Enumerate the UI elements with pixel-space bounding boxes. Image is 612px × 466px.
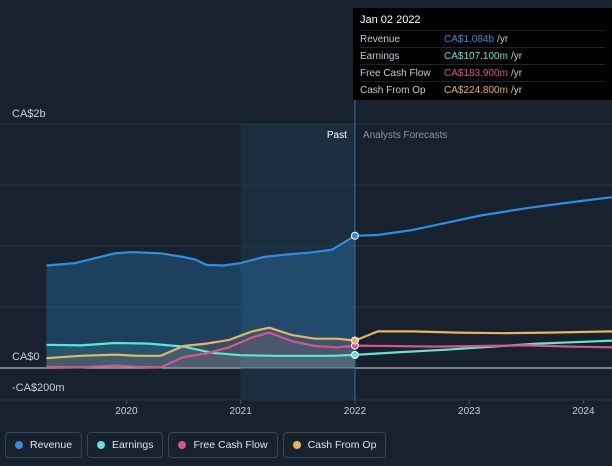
cash-from-op-marker [350,336,359,345]
tooltip-value: CA$183.900m [444,67,508,79]
past-highlight-band [240,124,355,400]
tooltip-unit: /yr [510,50,523,62]
legend-label: Revenue [30,439,73,451]
y-tick-label: -CA$200m [12,382,65,394]
y-tick-label: CA$2b [12,108,46,120]
x-tick-label: 2023 [458,406,481,417]
legend-item-revenue[interactable]: Revenue [5,432,83,458]
x-tick-label: 2021 [230,406,253,417]
legend-item-earnings[interactable]: Earnings [87,432,164,458]
cash-from-op-area [46,327,355,368]
tooltip-unit: /yr [510,84,523,96]
legend-label: Free Cash Flow [193,439,268,451]
y-axis-labels: CA$2b CA$0 -CA$200m [12,108,65,394]
x-tick-label: 2022 [344,406,367,417]
y-tick-label: CA$0 [12,351,40,363]
earnings-area [46,343,355,368]
tooltip-row-revenue: Revenue CA$1.084b /yr [360,30,605,47]
chart-legend: Revenue Earnings Free Cash Flow Cash Fro… [0,432,387,460]
tooltip-label: Free Cash Flow [360,67,431,79]
tooltip-row-cash-from-op: Cash From Op CA$224.800m /yr [360,81,605,98]
tooltip-date: Jan 02 2022 [360,14,421,26]
legend-label: Cash From Op [307,439,377,451]
chart-tooltip: Jan 02 2022 Revenue CA$1.084b /yr Earnin… [353,8,612,100]
legend-label: Earnings [112,439,154,451]
tooltip-label: Earnings [360,50,400,62]
series-lines [46,196,612,369]
earnings-marker [350,350,359,359]
zone-forecast-label: Analysts Forecasts [363,130,447,141]
tooltip-row-free-cash-flow: Free Cash Flow CA$183.900m /yr [360,64,605,81]
cash-from-op-line [46,326,612,360]
x-axis-ticks: 2020 2021 2022 2023 2024 [115,400,595,417]
revenue-marker [350,231,359,240]
zone-past-label: Past [327,130,347,141]
revenue-line [46,196,612,267]
tooltip-label: Revenue [360,33,401,45]
free-cash-flow-area [46,332,355,368]
revenue-dot-icon [15,441,23,449]
tooltip-unit: /yr [510,67,523,79]
cash-from-op-dot-icon [292,441,301,449]
earnings-dot-icon [97,441,106,449]
tooltip-value: CA$107.100m [444,50,508,62]
free-cash-flow-line [46,331,612,369]
legend-item-free-cash-flow[interactable]: Free Cash Flow [168,432,278,458]
tooltip-row-earnings: Earnings CA$107.100m /yr [360,47,605,64]
x-tick-label: 2024 [572,406,595,417]
highlight-markers [350,231,359,359]
tooltip-unit: /yr [497,33,509,45]
legend-item-cash-from-op[interactable]: Cash From Op [282,432,387,458]
tooltip-value: CA$1.084b [444,33,495,45]
x-tick-label: 2020 [115,406,138,417]
tooltip-value: CA$224.800m [444,84,508,96]
free-cash-flow-dot-icon [178,441,187,449]
tooltip-label: Cash From Op [360,84,426,96]
